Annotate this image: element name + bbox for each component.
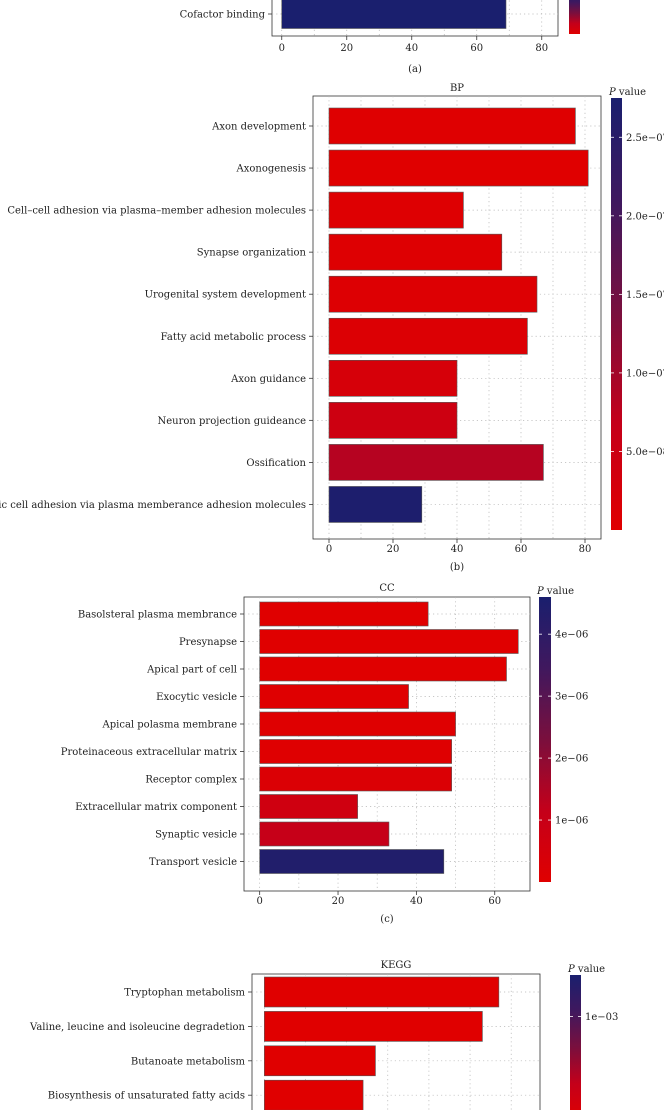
legend-tick-label: 1e−06: [555, 816, 588, 827]
category-label: Synapse organization: [197, 248, 307, 259]
bar: [259, 711, 456, 737]
bar: [259, 601, 429, 627]
bar: [259, 766, 452, 792]
chart-c: Basolsteral plasma membrance Presynapse Ap…: [61, 583, 589, 925]
chart-title: CC: [379, 583, 395, 594]
legend-tick-label: 2e−06: [555, 754, 588, 765]
x-tick-label: 0: [326, 544, 332, 555]
category-label: Cofactor binding: [180, 10, 266, 21]
legend-tick-label: 5.0e−08: [626, 447, 664, 458]
bar: [328, 317, 528, 355]
category-label: Apical polasma membrane: [102, 720, 238, 731]
category-label: Transport vesicle: [149, 857, 237, 868]
category-label: Synaptic vesicle: [155, 830, 237, 841]
category-label: Basolsteral plasma membrance: [78, 610, 237, 621]
bar: [259, 849, 445, 874]
category-label: Extracellular matrix component: [75, 802, 237, 813]
bar: [259, 739, 452, 764]
colorbar: [569, 0, 580, 34]
bar: [264, 976, 500, 1008]
bar: [328, 233, 503, 271]
bar: [328, 486, 423, 523]
legend-tick-label: 1e−03: [585, 1012, 618, 1023]
colorbar: [570, 975, 581, 1114]
chart-caption: (b): [450, 562, 464, 573]
x-tick-label: 60: [488, 896, 501, 907]
category-label: Valine, leucine and isoleucine degradeti…: [29, 1022, 246, 1033]
x-tick-label: 80: [535, 43, 548, 54]
category-label: Mophilic cell adhesion via plasma member…: [0, 500, 306, 511]
legend-title: P value: [608, 87, 646, 98]
chart-b: Axon development Axonogenesis Cell–cell ad…: [0, 83, 664, 573]
chart-caption: (a): [408, 64, 422, 75]
category-label: Butanoate metabolism: [131, 1056, 246, 1067]
chart-d: Tryptophan metabolism Valine, leucine and…: [29, 960, 618, 1114]
bar: [264, 1011, 483, 1042]
category-label: Axon guidance: [230, 374, 306, 385]
bar: [328, 191, 464, 229]
bar: [328, 107, 576, 145]
legend-tick-label: 4e−06: [555, 630, 588, 641]
x-tick-label: 40: [451, 544, 464, 555]
chart-title: KEGG: [381, 960, 412, 971]
legend-tick-label: 2.5e−07: [626, 133, 664, 144]
colorbar: [611, 98, 622, 530]
bar: [264, 1079, 364, 1111]
chart-caption: (c): [380, 914, 394, 925]
category-label: Apical part of cell: [146, 665, 237, 676]
category-label: Neuron projection guideance: [158, 416, 307, 427]
category-label: Exocytic vesicle: [156, 692, 237, 703]
category-label: Fatty acid metabolic process: [161, 332, 306, 343]
x-tick-label: 20: [332, 896, 345, 907]
legend-tick-label: 3e−06: [555, 692, 588, 703]
category-label: Axonogenesis: [236, 164, 306, 175]
category-label: Tryptophan metabolism: [124, 988, 245, 999]
x-tick-label: 60: [515, 544, 528, 555]
x-tick-label: 40: [410, 896, 423, 907]
bar: [259, 821, 390, 847]
x-tick-label: 0: [256, 896, 262, 907]
category-label: Receptor complex: [145, 775, 237, 786]
category-label: Presynapse: [179, 637, 237, 648]
legend-tick-label: 1.0e−07: [626, 368, 664, 379]
legend-title: P value: [536, 586, 574, 597]
bar: [259, 794, 358, 819]
category-label: Proteinaceous extracellular matrix: [61, 747, 238, 758]
x-tick-label: 20: [387, 544, 400, 555]
chart-title: BP: [450, 83, 464, 94]
category-label: Biosynthesis of unsaturated fatty acids: [48, 1091, 245, 1102]
category-label: Ossification: [246, 458, 306, 469]
legend-tick-label: 1.5e−07: [626, 290, 664, 301]
category-label: Urogenital system development: [145, 290, 306, 301]
bar: [259, 656, 507, 682]
x-tick-label: 60: [470, 43, 483, 54]
bar: [328, 275, 538, 313]
bar: [328, 149, 589, 187]
legend-title: P value: [567, 964, 605, 975]
x-tick-label: 20: [340, 43, 353, 54]
category-label: Axon development: [211, 122, 306, 133]
x-tick-label: 40: [405, 43, 418, 54]
bar: [281, 0, 507, 29]
x-tick-label: 0: [279, 43, 285, 54]
category-label: Cell–cell adhesion via plasma–member adh…: [7, 206, 306, 217]
bar: [328, 402, 458, 439]
x-tick-label: 80: [579, 544, 592, 555]
bar: [259, 684, 409, 709]
bar: [328, 444, 544, 481]
colorbar: [539, 597, 551, 882]
bar: [264, 1045, 376, 1077]
chart-a: Cofactor binding 0 20 40 60 80 (a): [180, 0, 580, 75]
bar: [328, 359, 458, 397]
bar: [259, 629, 519, 654]
legend-tick-label: 2.0e−07: [626, 211, 664, 222]
